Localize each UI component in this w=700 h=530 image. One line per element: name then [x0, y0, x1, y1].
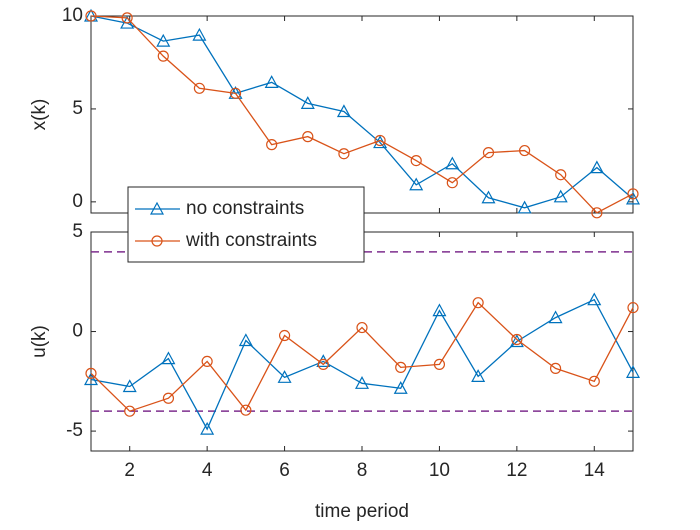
marker: [445, 156, 460, 170]
marker: [589, 160, 604, 174]
marker: [83, 372, 99, 386]
marker: [300, 96, 315, 109]
marker: [278, 329, 291, 342]
marker: [591, 207, 603, 219]
marker: [192, 27, 207, 41]
x-axis-label: time period: [315, 501, 409, 522]
x-tick-label: 10: [429, 460, 450, 481]
marker: [266, 139, 278, 151]
marker: [162, 392, 175, 404]
legend-marker: [151, 235, 163, 247]
x-tick-label: 14: [584, 460, 606, 481]
series-line: [90, 15, 634, 209]
marker: [548, 310, 563, 324]
marker: [482, 146, 495, 159]
legend-marker: [149, 201, 165, 215]
y-tick-label: 5: [72, 98, 83, 119]
marker: [410, 154, 422, 167]
marker: [374, 134, 386, 147]
series: [85, 10, 639, 219]
marker: [200, 421, 215, 435]
series: [83, 292, 641, 435]
series-line: [90, 298, 634, 431]
marker: [201, 355, 213, 368]
y-tick-label: 10: [62, 5, 83, 26]
marker: [229, 87, 242, 99]
legend-label: with constraints: [185, 230, 317, 251]
marker: [627, 188, 639, 200]
marker: [549, 362, 562, 374]
marker: [354, 376, 370, 389]
marker: [238, 333, 253, 347]
series-line: [90, 15, 634, 214]
x-tick-label: 12: [506, 460, 527, 481]
y-axis-label: x(k): [29, 99, 50, 131]
series-line: [90, 301, 634, 412]
legend-label: no constraints: [186, 198, 304, 219]
marker: [85, 367, 97, 379]
x-tick-label: 4: [202, 460, 213, 481]
marker: [481, 190, 496, 204]
marker: [85, 10, 97, 22]
marker: [511, 333, 523, 346]
marker: [264, 75, 279, 88]
marker: [471, 369, 486, 382]
y-tick-label: 0: [72, 321, 83, 342]
y-tick-label: 0: [72, 191, 83, 212]
legend-box: [127, 186, 365, 263]
marker: [395, 361, 407, 373]
axes-box: [90, 231, 634, 452]
marker: [625, 365, 641, 378]
marker: [122, 379, 137, 393]
marker: [336, 104, 351, 118]
y-tick-label: 5: [72, 221, 83, 242]
series: [85, 297, 639, 417]
marker: [302, 131, 314, 143]
marker: [161, 351, 176, 365]
marker: [338, 148, 350, 160]
x-tick-label: 2: [124, 460, 135, 481]
marker: [356, 321, 368, 334]
marker: [393, 381, 408, 394]
marker: [518, 144, 531, 157]
y-axis-label: u(k): [29, 325, 50, 358]
marker: [627, 302, 639, 314]
marker: [121, 12, 133, 24]
x-tick-label: 8: [357, 460, 368, 481]
marker: [588, 375, 600, 387]
marker: [157, 50, 169, 62]
x-tick-label: 6: [279, 460, 290, 481]
marker: [446, 177, 458, 189]
marker: [432, 303, 447, 317]
marker: [553, 189, 568, 203]
marker: [555, 169, 567, 181]
marker: [277, 370, 292, 383]
marker: [433, 358, 446, 370]
marker: [587, 292, 602, 306]
marker: [124, 405, 136, 417]
axes-box: [90, 15, 634, 214]
marker: [317, 358, 329, 370]
marker: [193, 82, 205, 94]
y-tick-label: -5: [66, 420, 83, 441]
marker: [472, 297, 484, 309]
marker: [240, 404, 252, 416]
marker: [517, 200, 532, 214]
marker: [409, 177, 424, 191]
marker: [156, 33, 171, 47]
